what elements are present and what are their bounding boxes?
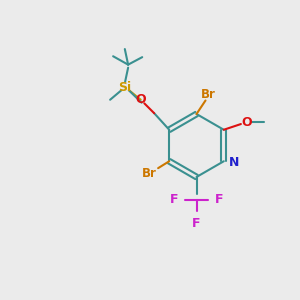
Text: Br: Br xyxy=(142,167,157,180)
Text: F: F xyxy=(192,218,201,230)
Text: Br: Br xyxy=(201,88,216,101)
Text: N: N xyxy=(229,156,240,169)
Text: O: O xyxy=(135,93,146,106)
Text: F: F xyxy=(170,193,178,206)
Text: Si: Si xyxy=(118,81,132,94)
Text: F: F xyxy=(214,193,223,206)
Text: O: O xyxy=(241,116,252,129)
